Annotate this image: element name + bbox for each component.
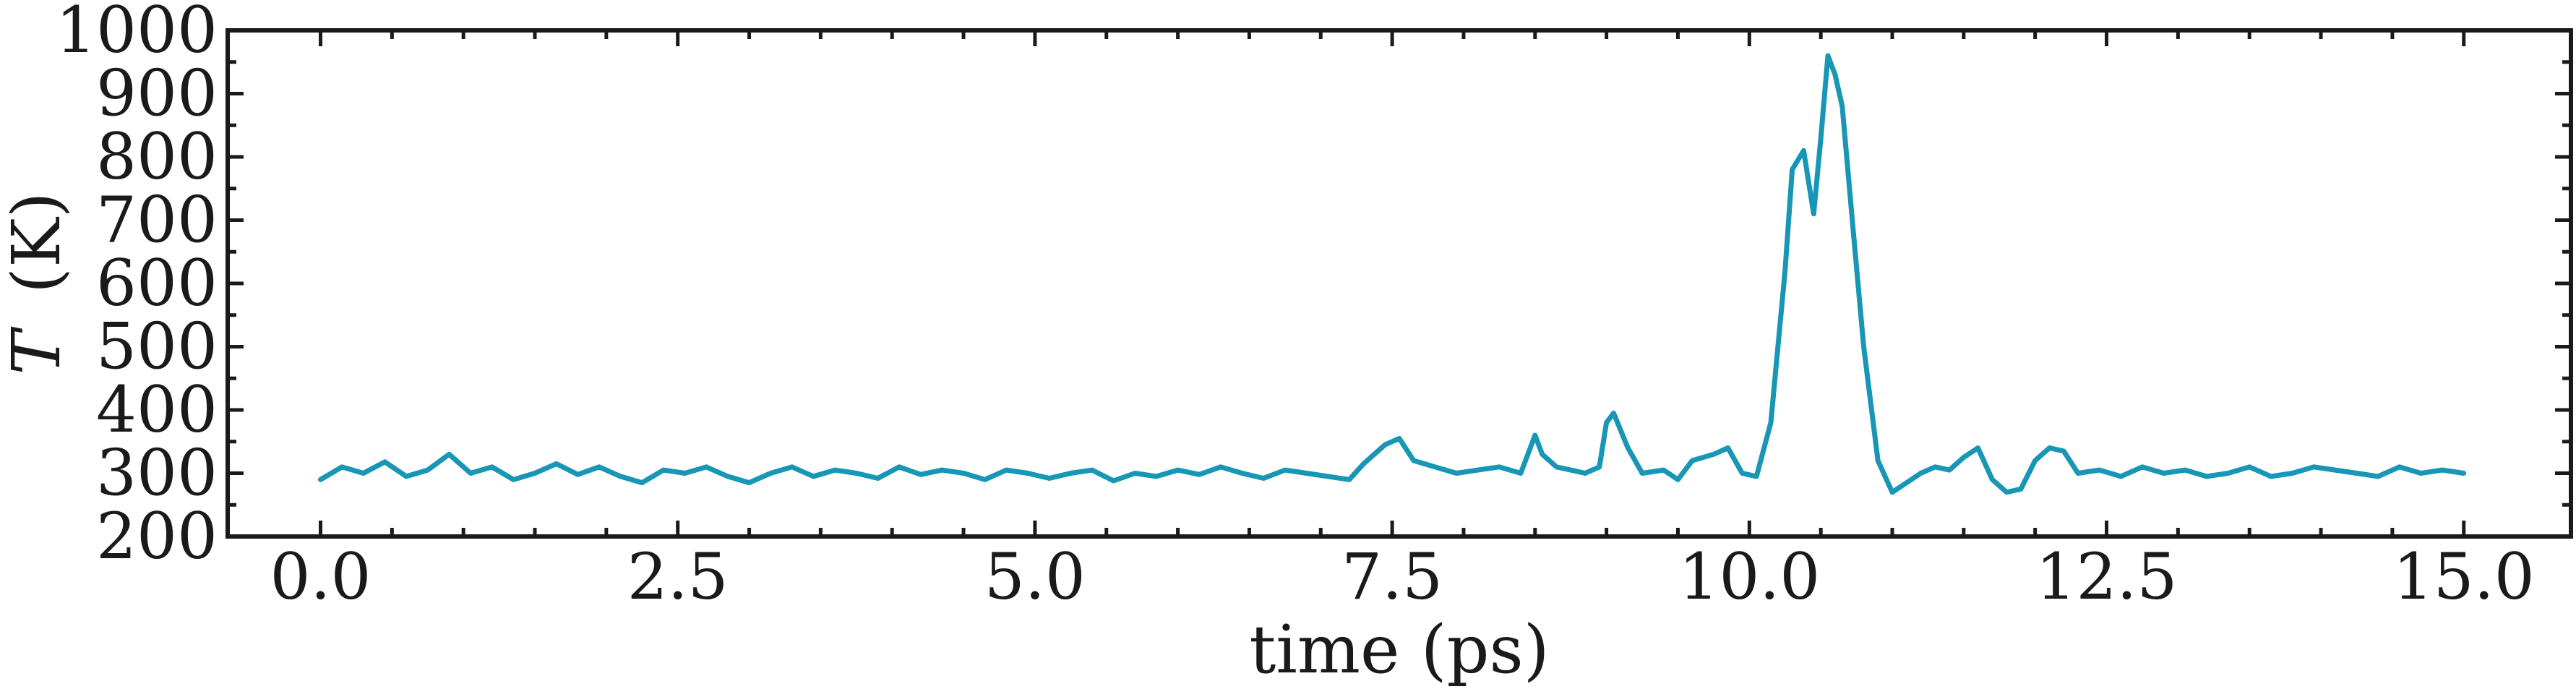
x-tick-label: 0.0: [270, 539, 372, 614]
y-tick-label: 1000: [56, 0, 218, 67]
y-axis-symbol: T: [0, 327, 75, 375]
y-tick-label: 800: [96, 119, 218, 194]
x-tick-label: 2.5: [627, 539, 729, 614]
y-tick-label: 300: [96, 436, 218, 510]
y-tick-label: 700: [96, 183, 218, 257]
y-tick-label: 400: [96, 372, 218, 447]
y-tick-label: 600: [96, 246, 218, 320]
x-tick-label: 15.0: [2393, 539, 2535, 614]
plot-frame: [226, 28, 2573, 539]
temperature-series-line: [318, 53, 2467, 495]
x-tick-label: 7.5: [1341, 539, 1443, 614]
x-tick-label: 10.0: [1678, 539, 1820, 614]
x-axis-label: time (ps): [1249, 611, 1549, 688]
y-tick-label: 500: [96, 309, 218, 384]
x-tick-label: 12.5: [2036, 539, 2178, 614]
y-axis-unit: (K): [0, 192, 75, 294]
y-axis-label: T (K): [0, 192, 75, 375]
x-tick-labels: 0.0 2.5 5.0 7.5 10.0 12.5 15.0: [270, 539, 2535, 614]
y-tick-label: 900: [96, 56, 218, 131]
axis-ticks: [228, 28, 2571, 539]
y-tick-label: 200: [96, 499, 218, 573]
x-tick-label: 5.0: [984, 539, 1086, 614]
series-layer: [318, 53, 2467, 495]
